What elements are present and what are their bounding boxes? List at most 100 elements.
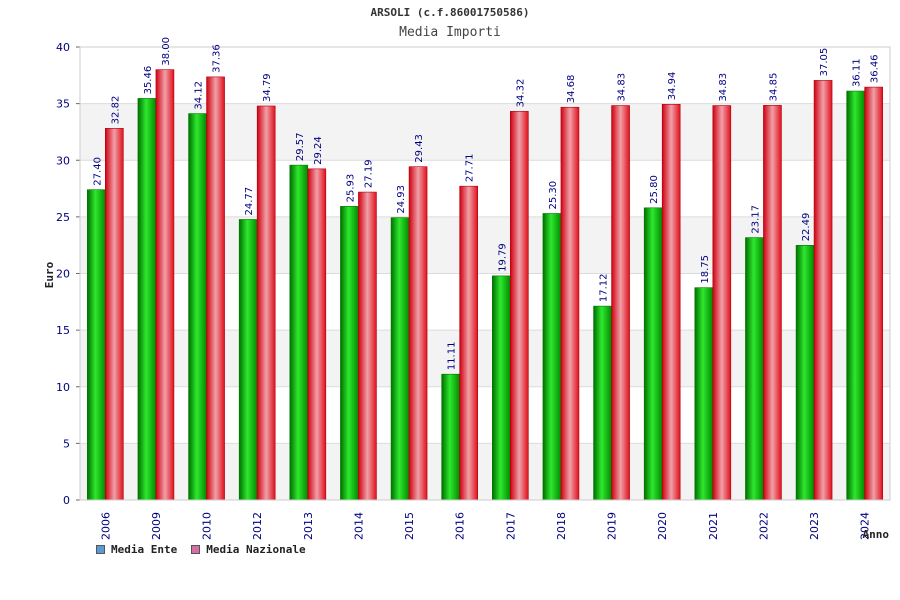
bar-media-ente <box>188 113 207 501</box>
data-label: 34.85 <box>768 73 779 102</box>
data-label: 37.05 <box>819 48 830 77</box>
bar-media-ente <box>694 287 714 501</box>
bar-media-nazionale <box>763 105 782 501</box>
y-tick-label: 20 <box>56 268 70 281</box>
legend-swatch-nazionale <box>191 545 201 554</box>
plot-border <box>79 46 891 501</box>
data-label: 25.80 <box>649 175 660 204</box>
bar-media-ente <box>593 305 612 501</box>
x-tick-label: 2009 <box>150 512 163 540</box>
bar-media-nazionale <box>459 185 478 501</box>
bar-media-ente <box>542 213 562 501</box>
x-tick-label: 2020 <box>656 512 669 540</box>
bar-media-nazionale <box>560 106 580 501</box>
y-tick-label: 25 <box>56 211 70 224</box>
bar-media-nazionale <box>155 69 175 501</box>
data-label: 38.00 <box>161 37 172 66</box>
y-tick-label: 15 <box>56 324 70 337</box>
data-label: 29.24 <box>313 136 324 165</box>
data-label: 29.43 <box>414 134 425 163</box>
bar-media-nazionale <box>256 105 276 501</box>
data-label: 25.30 <box>548 181 559 210</box>
x-tick-label: 2014 <box>352 512 365 540</box>
bar-media-ente <box>441 373 460 501</box>
bar-media-nazionale <box>510 111 529 501</box>
bar-media-ente <box>492 275 511 501</box>
data-label: 11.11 <box>447 342 458 371</box>
bar-media-nazionale <box>661 104 681 501</box>
y-tick-label: 10 <box>56 381 70 394</box>
x-tick-label: 2021 <box>707 512 720 540</box>
y-tick-label: 5 <box>63 437 70 450</box>
data-label: 37.36 <box>212 44 223 73</box>
legend-label-ente: Media Ente <box>111 543 178 556</box>
data-label: 34.83 <box>718 73 729 102</box>
bar-media-nazionale <box>307 168 327 501</box>
bar-media-ente <box>137 98 157 501</box>
bar-media-nazionale <box>206 76 225 501</box>
y-axis-title: Euro <box>43 261 56 288</box>
axes-layer: 0 5 10 15 20 25 30 35 40 2006 2009 2010 2012 2013 2014… <box>43 41 891 541</box>
data-label: 22.49 <box>801 213 812 242</box>
data-label: 19.79 <box>497 243 508 272</box>
bar-media-ente <box>745 237 764 501</box>
bar-media-ente <box>87 189 106 501</box>
x-tick-label: 2018 <box>555 512 568 540</box>
bar-media-nazionale <box>813 80 833 501</box>
data-label: 25.93 <box>345 174 356 203</box>
chart-title: ARSOLI (c.f.86001750586) <box>370 6 530 19</box>
x-tick-label: 2010 <box>201 512 214 540</box>
chart-subtitle: Media Importi <box>399 25 501 40</box>
y-tick-label: 35 <box>56 98 70 111</box>
data-labels-layer: 27.40 32.82 35.46 38.00 34.12 37.36 24.77 34.79… <box>92 37 880 370</box>
x-tick-label: 2017 <box>504 512 517 540</box>
bar-media-nazionale <box>611 105 630 501</box>
bar-media-nazionale <box>358 191 377 501</box>
x-tick-label: 2013 <box>302 512 315 540</box>
data-label: 36.46 <box>870 54 881 83</box>
legend-item-ente: Media Ente <box>96 543 177 556</box>
data-label: 34.68 <box>566 75 577 104</box>
bar-media-nazionale <box>864 86 883 501</box>
data-label: 27.40 <box>92 157 103 186</box>
bar-media-ente <box>795 245 815 501</box>
bar-media-nazionale <box>408 166 428 501</box>
data-label: 36.11 <box>852 58 863 87</box>
bar-media-ente <box>390 217 410 501</box>
bar-media-ente <box>289 164 309 501</box>
x-tick-label: 2006 <box>99 512 112 540</box>
data-label: 34.32 <box>515 79 526 108</box>
bar-media-nazionale <box>712 105 732 501</box>
bars-layer <box>87 69 883 501</box>
bar-media-ente <box>238 219 258 501</box>
x-tick-label: 2012 <box>251 512 264 540</box>
bar-media-nazionale <box>105 128 124 501</box>
bar-media-ente <box>340 206 359 501</box>
data-label: 24.77 <box>244 187 255 216</box>
legend-swatch-ente <box>96 545 105 554</box>
data-label: 18.75 <box>700 255 711 284</box>
legend-item-nazionale: Media Nazionale <box>191 543 306 556</box>
legend: Media Ente Media Nazionale <box>96 543 306 556</box>
x-tick-label: 2019 <box>606 512 619 540</box>
data-label: 27.19 <box>363 159 374 188</box>
data-label: 35.46 <box>143 66 154 95</box>
y-tick-label: 40 <box>56 41 70 54</box>
x-axis-title: Anno <box>863 528 890 541</box>
x-tick-label: 2022 <box>757 512 770 540</box>
data-label: 34.79 <box>262 73 273 102</box>
data-label: 27.71 <box>465 154 476 183</box>
data-label: 23.17 <box>750 205 761 234</box>
data-label: 29.57 <box>295 132 306 161</box>
bar-media-ente <box>846 90 865 501</box>
data-label: 24.93 <box>396 185 407 214</box>
x-tick-label: 2024 <box>859 512 872 540</box>
legend-label-nazionale: Media Nazionale <box>206 543 306 556</box>
x-tick-label: 2015 <box>403 512 416 540</box>
data-label: 34.83 <box>617 73 628 102</box>
x-tick-label: 2023 <box>808 512 821 540</box>
x-tick-label: 2016 <box>454 512 467 540</box>
data-label: 34.12 <box>194 81 205 110</box>
data-label: 32.82 <box>110 96 121 125</box>
